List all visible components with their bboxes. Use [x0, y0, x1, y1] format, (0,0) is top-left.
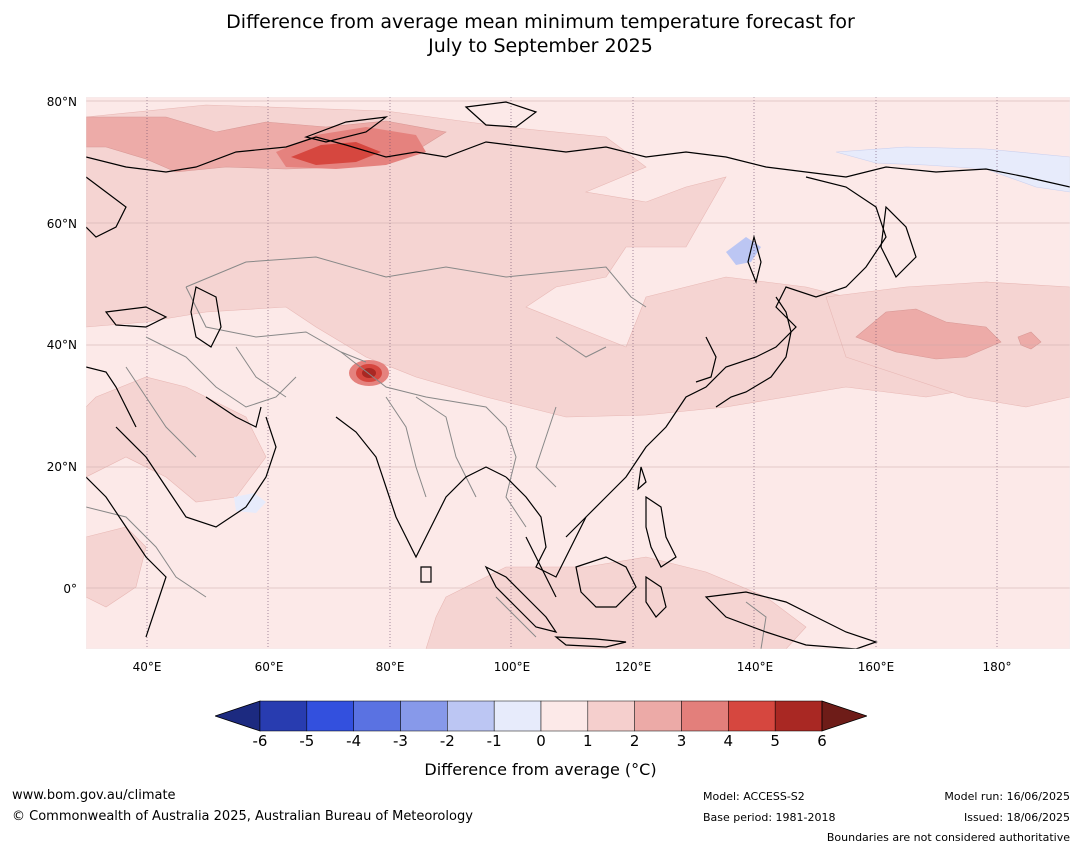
colorbar-tick-label: 3 — [676, 732, 687, 750]
temperature-map — [86, 97, 1070, 649]
title-line-1: Difference from average mean minimum tem… — [226, 11, 855, 33]
colorbar-segment — [493, 700, 542, 732]
footer-issued: Issued: 18/06/2025 — [963, 811, 1070, 824]
lon-label-160e: 160°E — [857, 660, 895, 674]
colorbar-extend-low — [215, 700, 261, 732]
anomaly-region-arabia — [86, 376, 267, 503]
lon-label-140e: 140°E — [736, 660, 774, 674]
colorbar-segment — [774, 700, 823, 732]
colorbar-segment — [681, 700, 729, 732]
colorbar-segment — [728, 700, 776, 732]
colorbar-segment — [634, 700, 682, 732]
map-title: Difference from average mean minimum tem… — [0, 10, 1081, 58]
country-borders — [86, 256, 767, 649]
colorbar-tick-label: -5 — [299, 732, 315, 750]
lon-label-120e: 120°E — [614, 660, 652, 674]
colorbar-tick-label: 6 — [817, 732, 827, 750]
footer-website: www.bom.gov.au/climate — [12, 788, 176, 803]
colorbar-segment — [259, 700, 308, 732]
footer-model: Model: ACCESS-S2 — [703, 790, 805, 803]
colorbar-segment — [353, 700, 401, 732]
colorbar — [215, 700, 867, 732]
anomaly-region-pacific-2to3 — [855, 308, 1002, 360]
colorbar-segment — [306, 700, 354, 732]
colorbar-tick-label: 5 — [770, 732, 780, 750]
lat-label-80n: 80°N — [46, 95, 77, 109]
colorbar-tick-label: -1 — [486, 732, 502, 750]
lat-label-40n: 40°N — [46, 338, 77, 352]
colorbar-tick-label: -4 — [346, 732, 362, 750]
colorbar-tick-label: 2 — [629, 732, 640, 750]
lat-label-0: 0° — [63, 582, 77, 596]
title-line-2: July to September 2025 — [428, 35, 653, 57]
colorbar-tick-label: 4 — [723, 732, 734, 750]
colorbar-segment — [400, 700, 448, 732]
colorbar-segment — [447, 700, 495, 732]
colorbar-extend-high — [821, 700, 867, 732]
lon-label-100e: 100°E — [493, 660, 531, 674]
footer-base-period: Base period: 1981-2018 — [703, 811, 836, 824]
lat-label-60n: 60°N — [46, 217, 77, 231]
footer-copyright: © Commonwealth of Australia 2025, Austra… — [12, 809, 473, 824]
gridlines — [146, 97, 998, 649]
lon-label-80e: 80°E — [375, 660, 405, 674]
coastlines — [86, 101, 1070, 649]
lat-label-20n: 20°N — [46, 460, 77, 474]
anomaly-region-arabian-sea-negative — [234, 493, 266, 513]
anomaly-region-russia-4to5 — [291, 142, 381, 165]
footer-disclaimer: Boundaries are not considered authoritat… — [826, 831, 1070, 844]
footer-model-run: Model run: 16/06/2025 — [944, 790, 1070, 803]
colorbar-tick-label: -6 — [252, 732, 268, 750]
lon-label-60e: 60°E — [254, 660, 284, 674]
anomaly-region-east-siberia-negative — [835, 146, 1070, 193]
colorbar-tick-label: 1 — [583, 732, 593, 750]
colorbar-segment — [540, 700, 589, 732]
colorbar-tick-label: -2 — [439, 732, 455, 750]
lon-label-40e: 40°E — [132, 660, 162, 674]
colorbar-segment — [587, 700, 635, 732]
lon-label-180: 180° — [982, 660, 1012, 674]
lat-lines — [86, 100, 1070, 589]
colorbar-tick-label: 0 — [536, 732, 546, 750]
colorbar-title: Difference from average (°C) — [424, 760, 657, 779]
colorbar-tick-label: -3 — [393, 732, 408, 750]
